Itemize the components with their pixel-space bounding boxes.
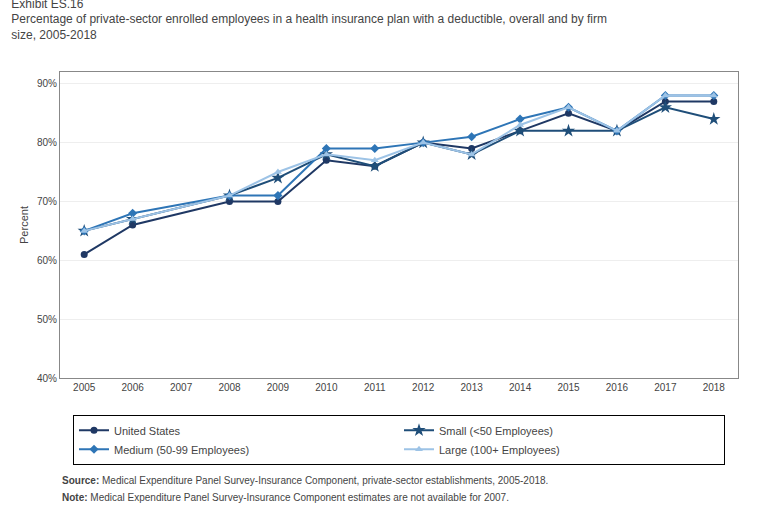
svg-text:2005: 2005 bbox=[73, 382, 96, 393]
svg-text:40%: 40% bbox=[37, 373, 57, 384]
svg-text:Small (<50 Employees): Small (<50 Employees) bbox=[439, 425, 553, 437]
svg-text:2012: 2012 bbox=[412, 382, 435, 393]
svg-text:2013: 2013 bbox=[461, 382, 484, 393]
svg-text:2015: 2015 bbox=[557, 382, 580, 393]
svg-text:60%: 60% bbox=[37, 255, 57, 266]
svg-text:Medium (50-99 Employees): Medium (50-99 Employees) bbox=[114, 444, 249, 456]
svg-text:Exhibit ES.16Percentage of pri: Exhibit ES.16Percentage of private-secto… bbox=[11, 0, 607, 42]
svg-text:2014: 2014 bbox=[509, 382, 532, 393]
svg-text:70%: 70% bbox=[37, 196, 57, 207]
svg-text:2016: 2016 bbox=[606, 382, 629, 393]
svg-text:2010: 2010 bbox=[315, 382, 338, 393]
svg-text:80%: 80% bbox=[37, 137, 57, 148]
svg-text:2018: 2018 bbox=[703, 382, 726, 393]
svg-text:2008: 2008 bbox=[218, 382, 241, 393]
svg-text:Source: Medical Expenditure Pa: Source: Medical Expenditure Panel Survey… bbox=[62, 475, 548, 486]
svg-text:2009: 2009 bbox=[267, 382, 290, 393]
svg-text:2007: 2007 bbox=[170, 382, 193, 393]
svg-text:2011: 2011 bbox=[364, 382, 386, 393]
svg-text:Large (100+ Employees): Large (100+ Employees) bbox=[439, 444, 560, 456]
svg-text:Note: Medical Expenditure Pane: Note: Medical Expenditure Panel Survey-I… bbox=[62, 492, 509, 503]
svg-text:90%: 90% bbox=[37, 78, 57, 89]
svg-text:Percent: Percent bbox=[18, 206, 30, 244]
svg-text:2006: 2006 bbox=[122, 382, 145, 393]
svg-text:2017: 2017 bbox=[654, 382, 677, 393]
svg-text:50%: 50% bbox=[37, 314, 57, 325]
svg-text:United States: United States bbox=[114, 425, 181, 437]
